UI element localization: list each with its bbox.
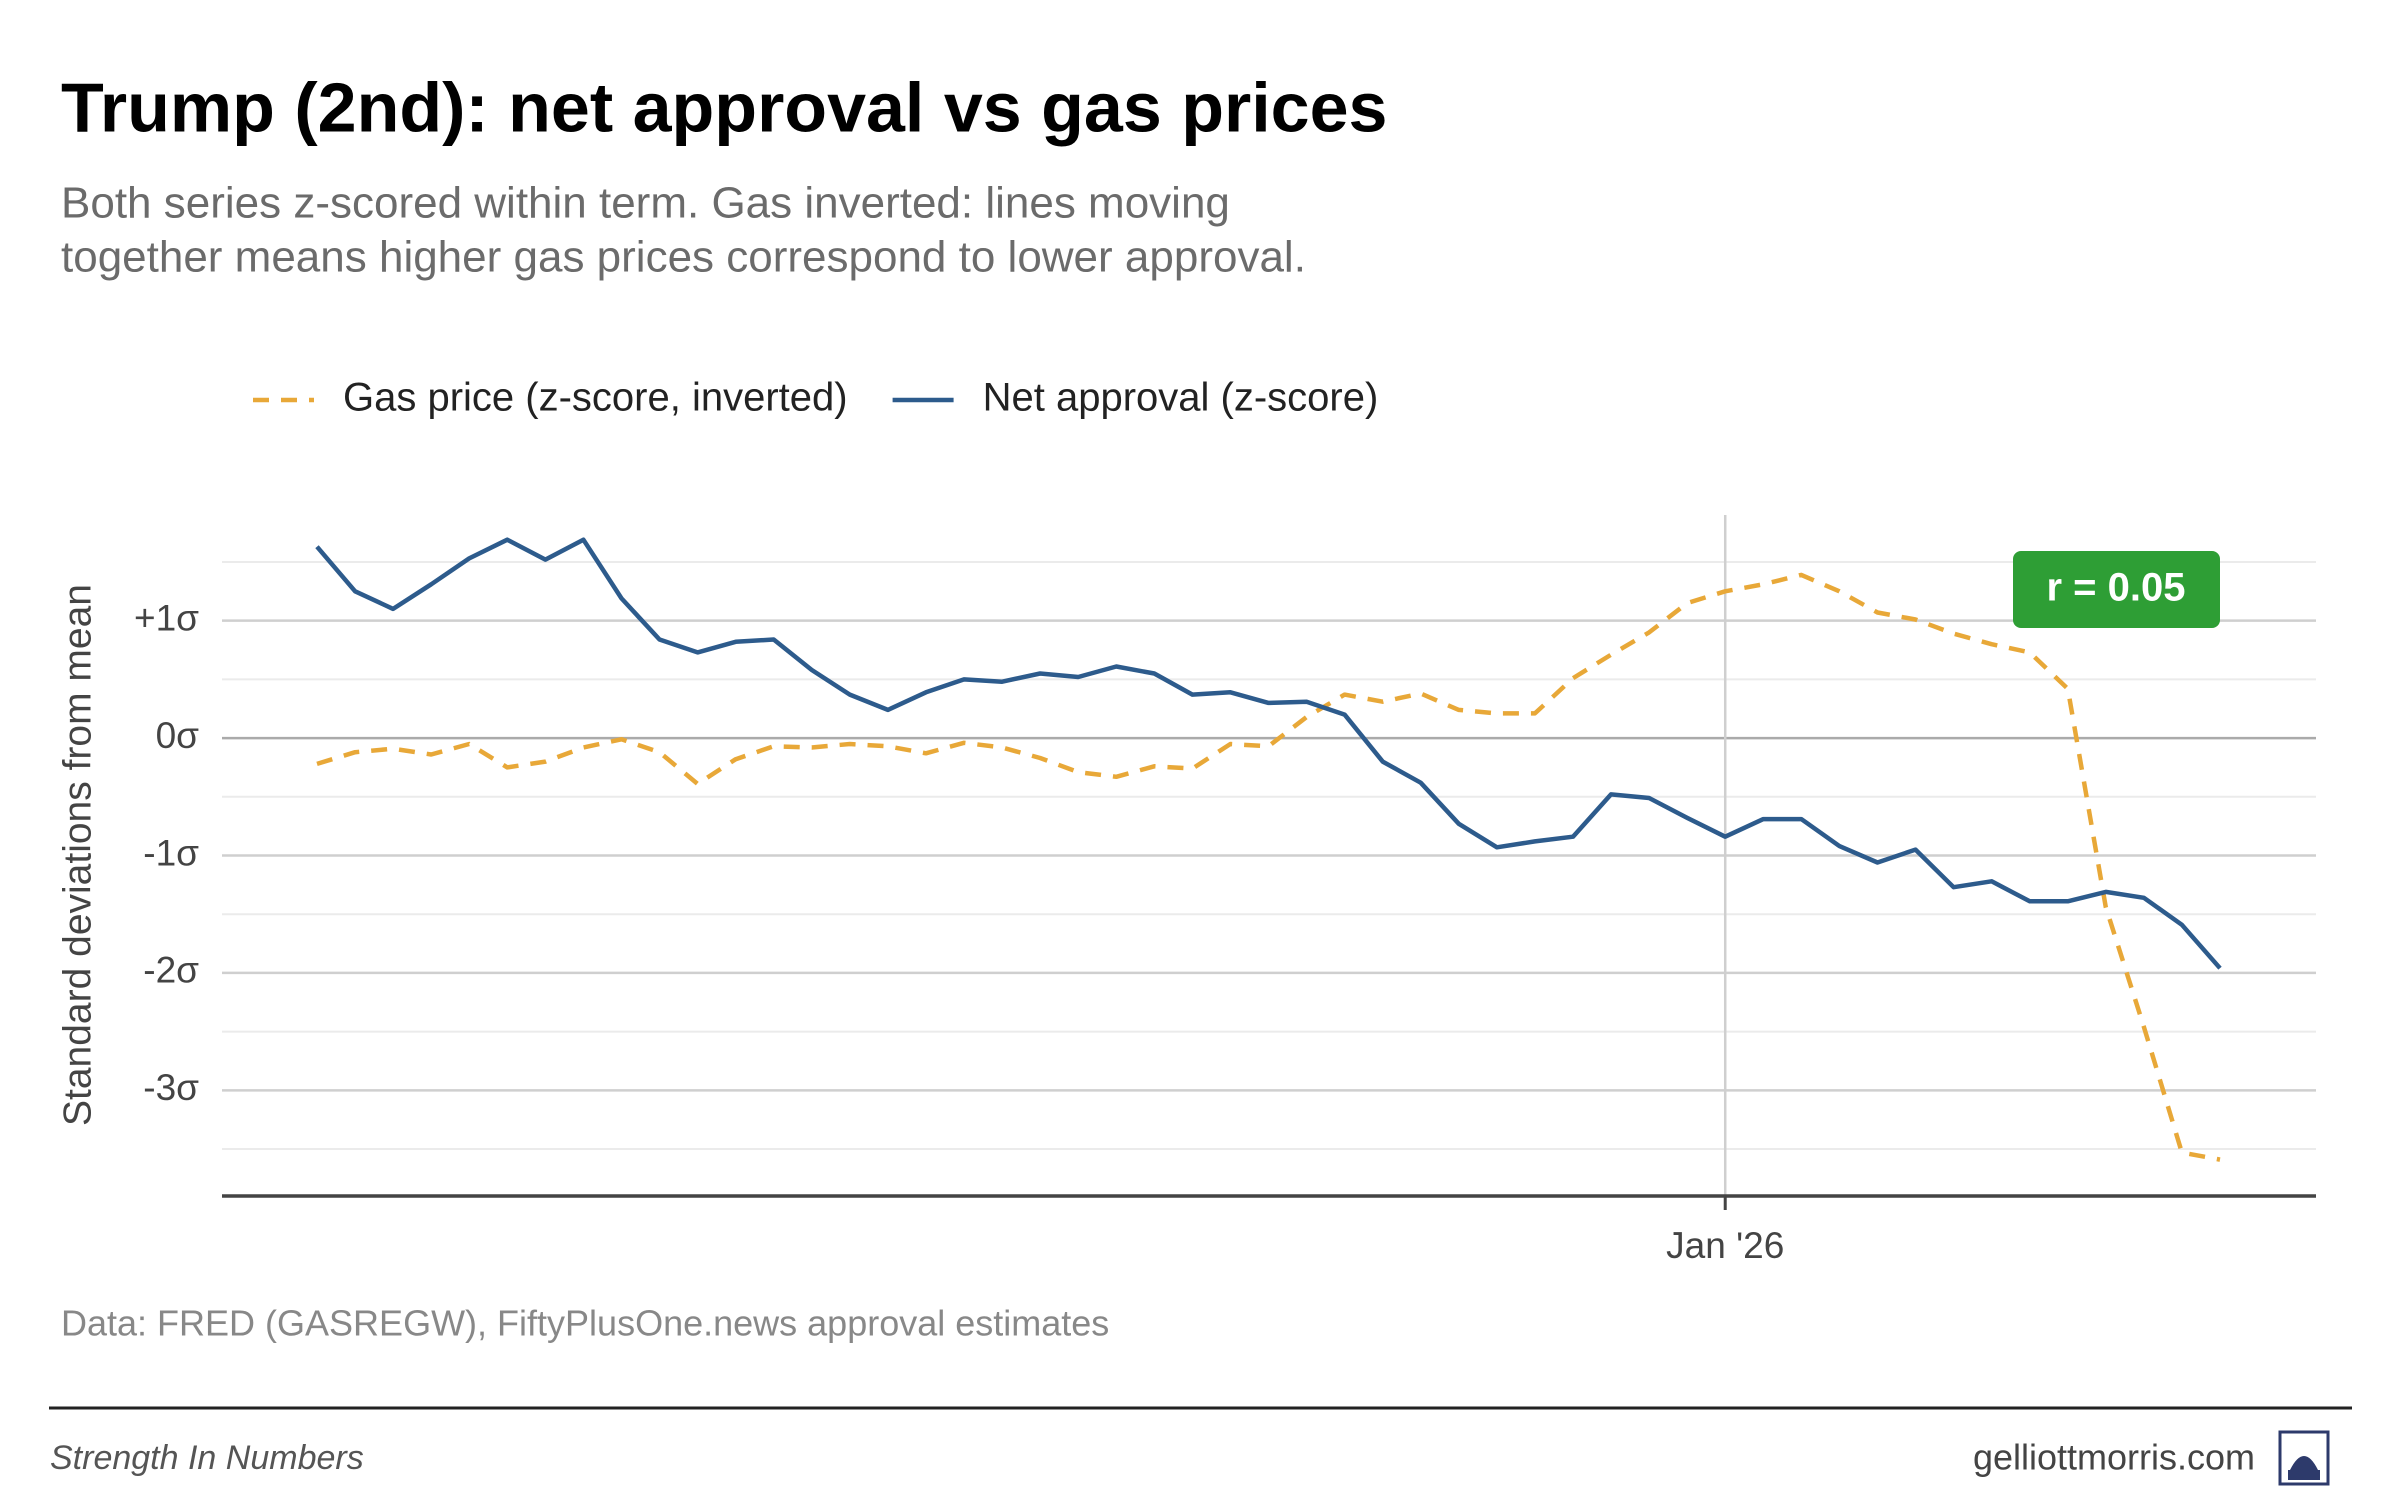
y-tick-label: -2σ bbox=[143, 950, 199, 991]
plot-area: -3σ -2σ -1σ 0σ +1σ Jan '26 Gas price (z-score,… bbox=[134, 376, 2316, 1266]
legend-label: Gas price (z-score, inverted) bbox=[343, 376, 848, 420]
y-tick-label: -1σ bbox=[143, 832, 199, 873]
legend-label: Net approval (z-score) bbox=[983, 376, 1379, 420]
caption: Data: FRED (GASREGW), FiftyPlusOne.news … bbox=[61, 1303, 1109, 1344]
y-axis-label: Standard deviations from mean bbox=[56, 584, 99, 1126]
footer-left: Strength In Numbers bbox=[50, 1439, 364, 1477]
annotation-box bbox=[2013, 551, 2220, 628]
series-line bbox=[316, 572, 2221, 1162]
y-tick-label: +1σ bbox=[134, 597, 199, 638]
x-tick-label: Jan '26 bbox=[1666, 1225, 1784, 1266]
series-line bbox=[315, 537, 2222, 970]
footer-right: gelliottmorris.com bbox=[1973, 1437, 2255, 1478]
chart-title: Trump (2nd): net approval vs gas prices bbox=[61, 68, 1387, 146]
subtitle: Both series z-scored within term. Gas in… bbox=[61, 179, 1230, 228]
y-tick-label: -3σ bbox=[143, 1067, 199, 1108]
annotation-text: r = 0.05 bbox=[2046, 566, 2185, 610]
y-tick-label: 0σ bbox=[156, 715, 200, 756]
subtitle: together means higher gas prices corresp… bbox=[61, 233, 1306, 282]
logo bbox=[2278, 1430, 2330, 1486]
annotation: r = 0.05 bbox=[2013, 551, 2220, 628]
